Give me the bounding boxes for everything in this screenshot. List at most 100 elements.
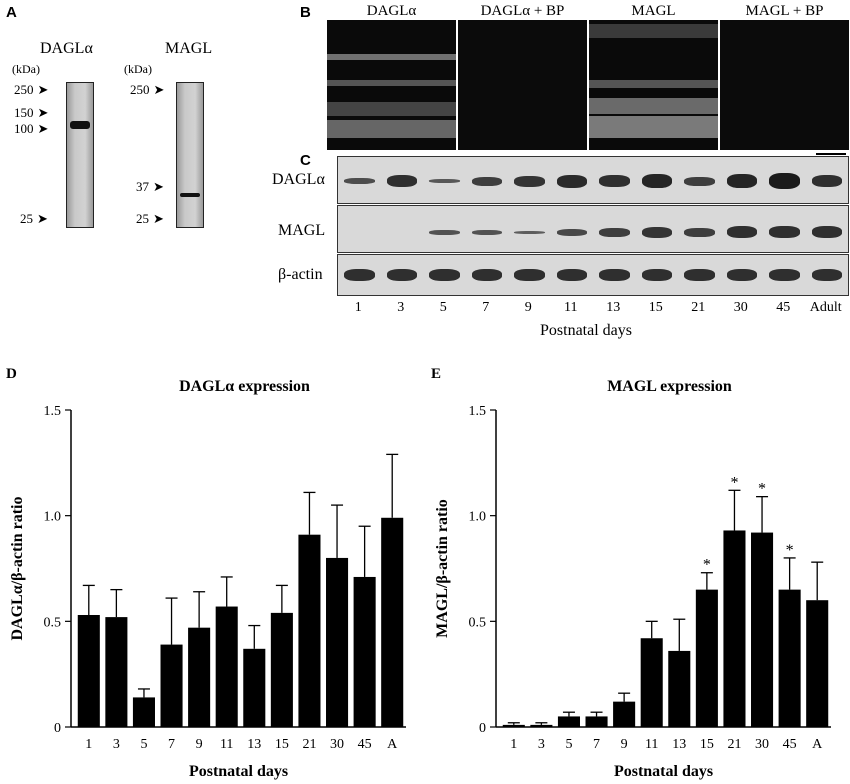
dagl-kda-unit: (kDa) (12, 62, 40, 76)
x-tick-label: 7 (168, 737, 175, 752)
blot-strip-dagl (337, 156, 849, 204)
dagl-marker-150: 150 ➤ (14, 105, 49, 120)
bar (298, 534, 321, 727)
magl-blot-lane (176, 82, 204, 228)
dagl-wb-band (429, 179, 460, 183)
magl-kda-unit: (kDa) (124, 62, 152, 76)
lane-label: 11 (564, 300, 578, 315)
significance-star: * (730, 474, 738, 491)
x-tick-label: 13 (247, 737, 261, 752)
y-tick-label: 0 (54, 721, 61, 736)
x-axis-label: Postnatal days (614, 763, 713, 780)
bar (326, 557, 349, 727)
x-tick-label: 3 (113, 737, 120, 752)
actin-wb-band (386, 269, 417, 281)
dagl-wb-band (471, 176, 502, 186)
lane-label: 3 (397, 300, 405, 315)
layer-band (589, 116, 718, 138)
blot-strip-magl (337, 205, 849, 253)
significance-star: * (786, 542, 794, 559)
bar (381, 517, 404, 727)
layer-band (327, 80, 456, 86)
lane-label: 30 (733, 300, 748, 315)
x-tick-label: A (387, 737, 398, 752)
bar (530, 724, 553, 727)
x-tick-label: 1 (510, 737, 517, 752)
y-tick-label: 1.5 (469, 404, 487, 419)
x-tick-label: 1 (85, 737, 92, 752)
lane-label: 5 (439, 300, 447, 315)
bar (353, 576, 376, 727)
bar (723, 530, 746, 727)
lane-label: 1 (354, 300, 362, 315)
layer-band (589, 80, 718, 88)
arrow-right-icon: ➤ (153, 211, 164, 226)
bar (502, 724, 525, 727)
tile-label-magl-bp: MAGL + BP (720, 2, 849, 20)
chart-title: DAGLα expression (179, 378, 310, 395)
dagl-wb-band (726, 174, 757, 188)
arrow-right-icon: ➤ (153, 179, 164, 194)
row-label-dagl: DAGLα (272, 171, 325, 188)
actin-wb-band (556, 269, 587, 281)
dagl-wb-band (344, 178, 375, 184)
micrograph-magl-bp (720, 2, 849, 150)
magl-wb-band (599, 227, 630, 237)
y-tick-label: 0 (479, 721, 486, 736)
dagl-wb-band (684, 176, 715, 186)
layer-band (327, 120, 456, 138)
magl-wb-band (811, 226, 842, 238)
dagl-band (70, 121, 90, 129)
dagl-marker-100: 100 ➤ (14, 121, 49, 136)
tile-label-dagl-bp: DAGLα + BP (458, 2, 587, 20)
panel-label: E (431, 366, 441, 382)
tile-label-magl: MAGL (589, 2, 718, 20)
x-axis-label: Postnatal days (189, 763, 288, 780)
x-tick-label: 21 (302, 737, 316, 752)
layer-band (327, 54, 456, 60)
x-tick-label: 15 (275, 737, 289, 752)
significance-star: * (703, 557, 711, 574)
scale-bar (816, 153, 846, 155)
actin-wb-band (769, 269, 800, 281)
dagl-marker-25: 25 ➤ (20, 211, 48, 226)
actin-wb-band (811, 269, 842, 281)
bar (585, 716, 608, 727)
magl-wb-band (684, 227, 715, 237)
magl-wb-band (514, 230, 545, 234)
lane-label: 9 (524, 300, 532, 315)
blot-strip-actin (337, 254, 849, 296)
actin-wb-band (726, 269, 757, 281)
dagl-wb-band (811, 175, 842, 187)
magl-wb-band (471, 229, 502, 235)
row-label-actin: β-actin (278, 266, 323, 283)
tile-label-dagl: DAGLα (327, 2, 456, 20)
x-tick-label: 13 (672, 737, 686, 752)
actin-wb-band (641, 269, 672, 281)
lane-label: 15 (648, 300, 663, 315)
lane-label: 13 (606, 300, 621, 315)
arrow-right-icon: ➤ (37, 121, 49, 136)
x-tick-label: 15 (700, 737, 714, 752)
bar (105, 617, 128, 727)
lane-label: Adult (809, 300, 842, 315)
x-tick-label: A (812, 737, 823, 752)
arrow-right-icon: ➤ (153, 82, 165, 97)
magl-wb-band (769, 226, 800, 238)
bar (160, 644, 183, 727)
layer-band (589, 98, 718, 114)
y-tick-label: 0.5 (44, 615, 62, 630)
bar (668, 650, 691, 727)
y-tick-label: 1.0 (469, 510, 487, 525)
lane-label: 45 (776, 300, 791, 315)
x-tick-label: 9 (621, 737, 628, 752)
dagl-blot-lane (66, 82, 94, 228)
x-tick-label: 5 (565, 737, 572, 752)
actin-wb-band (344, 269, 375, 281)
bar (778, 589, 801, 727)
x-tick-label: 45 (783, 737, 797, 752)
bar (77, 614, 100, 727)
magl-blot-title: MAGL (165, 40, 213, 57)
magl-wb-band (641, 226, 672, 238)
panel-c-xlabel: Postnatal days (540, 322, 632, 339)
